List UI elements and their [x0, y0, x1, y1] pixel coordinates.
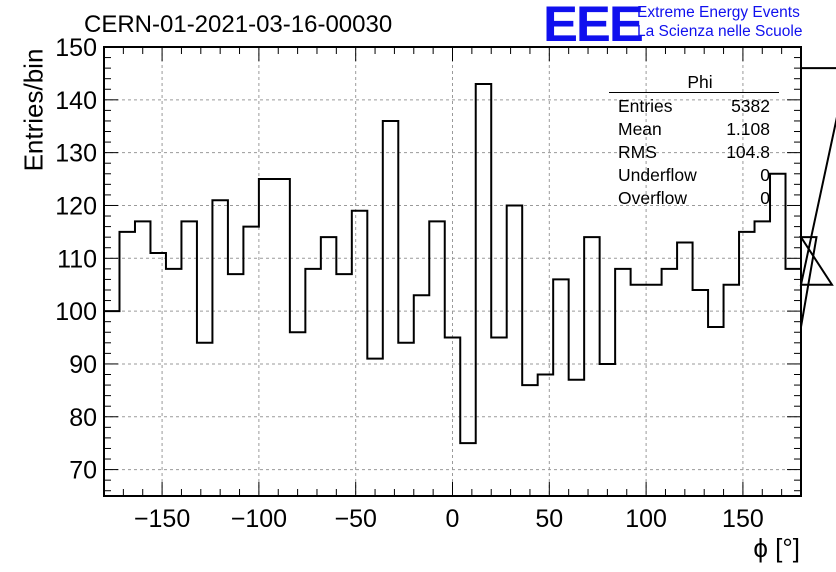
histogram-bin — [522, 385, 537, 496]
histogram-bin — [305, 269, 320, 496]
histogram-bin — [321, 237, 336, 496]
histogram-bin — [383, 121, 398, 496]
histogram-bin — [724, 285, 739, 496]
histogram-bin — [104, 311, 119, 496]
histogram-bin — [274, 179, 289, 496]
stat-label: RMS — [618, 142, 657, 162]
stat-label: Underflow — [618, 165, 697, 185]
histogram-bin — [352, 211, 367, 496]
histogram-bin — [429, 221, 444, 496]
y-axis-title: Entries/bin — [18, 48, 49, 172]
x-tick-label: −50 — [334, 505, 376, 533]
histogram-bin — [553, 279, 568, 496]
histogram-bin — [538, 375, 553, 496]
stat-value: 0 — [760, 165, 770, 185]
x-tick-label: −100 — [231, 505, 287, 533]
histogram-bin — [119, 232, 134, 496]
x-tick-label: 150 — [722, 505, 764, 533]
y-tick-label: 120 — [55, 192, 97, 220]
stat-row-underflow: Underflow 0 — [612, 164, 780, 187]
histogram-bin — [693, 290, 708, 496]
eee-logo: EEE — [543, 0, 644, 52]
x-tick-label: 50 — [535, 505, 563, 533]
histogram-bin — [460, 443, 475, 496]
histogram-bin — [600, 364, 615, 496]
stat-value: 5382 — [731, 96, 770, 116]
histogram-bin — [212, 200, 227, 496]
stat-row-entries: Entries 5382 — [612, 95, 780, 118]
stat-label: Mean — [618, 119, 662, 139]
histogram-bin — [677, 242, 692, 496]
histogram-bin — [491, 338, 506, 496]
x-tick-label: 100 — [625, 505, 667, 533]
histogram-bin — [259, 179, 274, 496]
histogram-bin — [786, 269, 801, 496]
x-tick-label: 0 — [446, 505, 460, 533]
y-tick-label: 130 — [55, 140, 97, 168]
histogram-step-line — [104, 67, 836, 445]
histogram-bin — [336, 274, 351, 496]
logo-text: Extreme Energy Events La Scienza nelle S… — [637, 3, 802, 41]
run-title: CERN-01-2021-03-16-00030 — [84, 11, 393, 38]
y-tick-label: 150 — [55, 34, 97, 62]
histogram-bin — [150, 253, 165, 496]
stat-label: Entries — [618, 96, 673, 116]
histogram-bin — [584, 237, 599, 496]
logo-line-1: Extreme Energy Events — [637, 4, 800, 21]
histogram-bin — [708, 327, 723, 496]
stat-value: 0 — [760, 188, 770, 208]
stats-box: Phi Entries 5382 Mean 1.108 RMS 104.8 Un… — [609, 72, 780, 210]
y-tick-label: 110 — [57, 245, 97, 273]
stat-row-overflow: Overflow 0 — [612, 187, 780, 210]
histogram-bin — [243, 227, 258, 496]
histogram-bin — [367, 359, 382, 496]
histogram-bin — [662, 269, 677, 496]
stats-title: Phi — [687, 72, 713, 92]
histogram-bin — [181, 221, 196, 496]
y-tick-label: 100 — [55, 298, 97, 326]
stat-row-mean: Mean 1.108 — [612, 118, 780, 141]
y-tick-label: 140 — [55, 87, 97, 115]
logo-line-2: La Scienza nelle Scuole — [637, 23, 803, 40]
histogram-bin — [398, 343, 413, 496]
x-tick-label: −150 — [134, 505, 190, 533]
histogram-bin — [476, 84, 491, 496]
histogram-bin — [755, 221, 770, 496]
stats-divider — [609, 92, 779, 93]
y-tick-label: 90 — [69, 351, 97, 379]
histogram-bin — [414, 295, 429, 496]
tick-labels: 70 80 90 100 110 120 130 140 150 −150 −100 −50 0 50 10… — [55, 34, 763, 533]
histogram-bin — [507, 205, 522, 496]
stat-value: 104.8 — [726, 142, 770, 162]
stat-label: Overflow — [618, 188, 688, 208]
stat-row-rms: RMS 104.8 — [612, 141, 780, 164]
histogram-bin — [615, 269, 630, 496]
histogram-bin — [135, 221, 150, 496]
axis-ticks — [104, 46, 802, 496]
histogram-bin — [631, 285, 646, 496]
y-tick-label: 80 — [69, 404, 97, 432]
histogram-bin — [290, 332, 305, 496]
stat-value: 1.108 — [726, 119, 770, 139]
histogram-bin — [228, 274, 243, 496]
histogram-bin — [166, 269, 181, 496]
x-axis-title: ϕ [°] — [753, 533, 800, 563]
histogram-bin — [646, 285, 661, 496]
histogram-bin — [569, 380, 584, 496]
histogram-bin — [770, 174, 785, 496]
y-tick-label: 70 — [69, 457, 97, 485]
histogram-bin — [197, 343, 212, 496]
